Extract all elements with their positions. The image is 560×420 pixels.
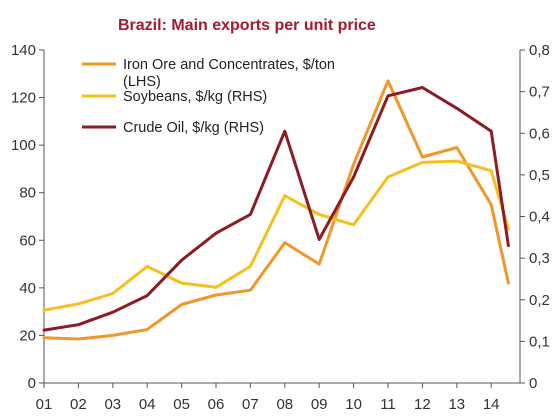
series-line-1 <box>42 79 510 341</box>
legend: Iron Ore and Concentrates, $/ton(LHS)Soy… <box>82 57 335 136</box>
chart-axes: 02040608010012014000,10,20,30,40,50,60,7… <box>11 42 550 413</box>
legend-label-1-line2: (LHS) <box>123 74 161 90</box>
series-line-2 <box>42 159 510 312</box>
left-tick-label: 60 <box>19 232 36 249</box>
x-tick-label: 05 <box>173 396 190 413</box>
x-tick-label: 06 <box>208 396 225 413</box>
x-tick-label: 07 <box>242 396 259 413</box>
left-tick-label: 0 <box>28 375 36 392</box>
x-tick-label: 12 <box>414 396 431 413</box>
right-tick-label: 0,7 <box>529 84 550 101</box>
x-tick-label: 02 <box>70 396 87 413</box>
right-tick-label: 0,8 <box>529 42 550 59</box>
legend-label-1: Iron Ore and Concentrates, $/ton <box>123 57 335 73</box>
x-tick-label: 11 <box>380 396 396 413</box>
left-tick-label: 20 <box>19 327 36 344</box>
left-tick-label: 140 <box>11 42 36 59</box>
right-tick-label: 0,1 <box>529 333 550 350</box>
x-tick-label: 04 <box>139 396 156 413</box>
left-tick-label: 80 <box>19 185 36 202</box>
x-tick-label: 09 <box>311 396 328 413</box>
legend-label-2: Soybeans, $/kg (RHS) <box>123 89 267 105</box>
left-tick-label: 40 <box>19 280 36 297</box>
right-tick-label: 0 <box>529 375 537 392</box>
right-tick-label: 0,5 <box>529 167 550 184</box>
x-tick-label: 01 <box>36 396 53 413</box>
x-tick-label: 14 <box>483 396 500 413</box>
series-layer <box>42 79 510 341</box>
series-line-3 <box>42 86 510 332</box>
right-tick-label: 0,4 <box>529 209 550 226</box>
chart-title: Brazil: Main exports per unit price <box>118 17 376 34</box>
x-tick-label: 08 <box>276 396 293 413</box>
left-tick-label: 100 <box>11 137 36 154</box>
right-tick-label: 0,6 <box>529 125 550 142</box>
right-tick-label: 0,2 <box>529 292 550 309</box>
x-tick-label: 10 <box>345 396 362 413</box>
x-tick-label: 03 <box>104 396 121 413</box>
left-tick-label: 120 <box>11 90 36 107</box>
right-tick-label: 0,3 <box>529 250 550 267</box>
legend-label-3: Crude Oil, $/kg (RHS) <box>123 120 264 136</box>
x-tick-label: 13 <box>448 396 465 413</box>
